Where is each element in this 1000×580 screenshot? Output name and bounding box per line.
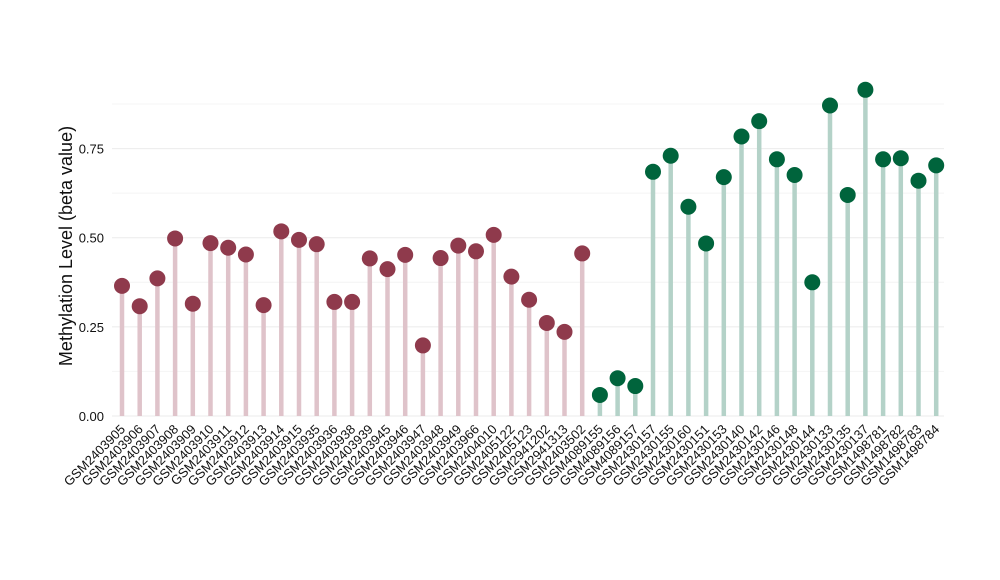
data-point <box>892 150 909 167</box>
data-point <box>485 226 502 243</box>
data-point <box>680 198 697 215</box>
data-point <box>751 113 768 130</box>
y-axis-title: Methylation Level (beta value) <box>56 126 76 366</box>
data-point <box>538 314 555 331</box>
data-point <box>715 169 732 186</box>
data-point <box>379 261 396 278</box>
data-point <box>786 166 803 183</box>
data-point <box>344 293 361 310</box>
data-point <box>397 246 414 263</box>
data-point <box>308 236 325 253</box>
data-point <box>432 250 449 267</box>
data-point <box>662 147 679 164</box>
data-point <box>591 386 608 403</box>
data-point <box>822 97 838 114</box>
y-tick-label: 0.00 <box>79 409 104 424</box>
data-point <box>768 151 785 168</box>
data-point <box>361 250 378 267</box>
data-point <box>609 370 626 387</box>
data-point <box>273 223 290 240</box>
data-point <box>804 274 821 291</box>
data-point <box>733 128 750 145</box>
data-point <box>202 235 219 252</box>
y-axis-ticks: 0.00 0.25 0.50 0.75 <box>79 142 104 424</box>
x-axis-ticks: GSM2403905GSM2403906GSM2403907GSM2403908… <box>61 422 943 489</box>
data-point <box>503 268 520 285</box>
data-point <box>131 298 148 315</box>
data-point <box>414 337 431 354</box>
data-point <box>627 378 644 395</box>
data-point <box>149 270 166 287</box>
data-point <box>928 157 945 174</box>
data-point <box>839 186 856 203</box>
y-tick-label: 0.75 <box>79 142 104 157</box>
y-tick-label: 0.50 <box>79 231 104 246</box>
data-point <box>450 237 467 254</box>
data-point <box>910 172 927 189</box>
data-point <box>574 245 591 262</box>
data-point <box>237 246 254 263</box>
data-point <box>468 243 484 260</box>
data-point <box>255 297 272 314</box>
lollipop-stems <box>119 89 939 416</box>
data-point <box>167 230 184 247</box>
data-point <box>220 239 237 256</box>
data-point <box>291 231 307 248</box>
data-point <box>184 295 201 312</box>
data-point <box>114 277 130 294</box>
data-point <box>556 323 573 340</box>
data-point <box>875 151 892 168</box>
data-point <box>521 291 538 308</box>
data-point <box>857 81 874 98</box>
data-point <box>645 163 661 180</box>
data-point <box>698 235 715 252</box>
y-tick-label: 0.25 <box>79 320 104 335</box>
data-point <box>326 293 343 310</box>
lollipop-points <box>114 81 945 403</box>
